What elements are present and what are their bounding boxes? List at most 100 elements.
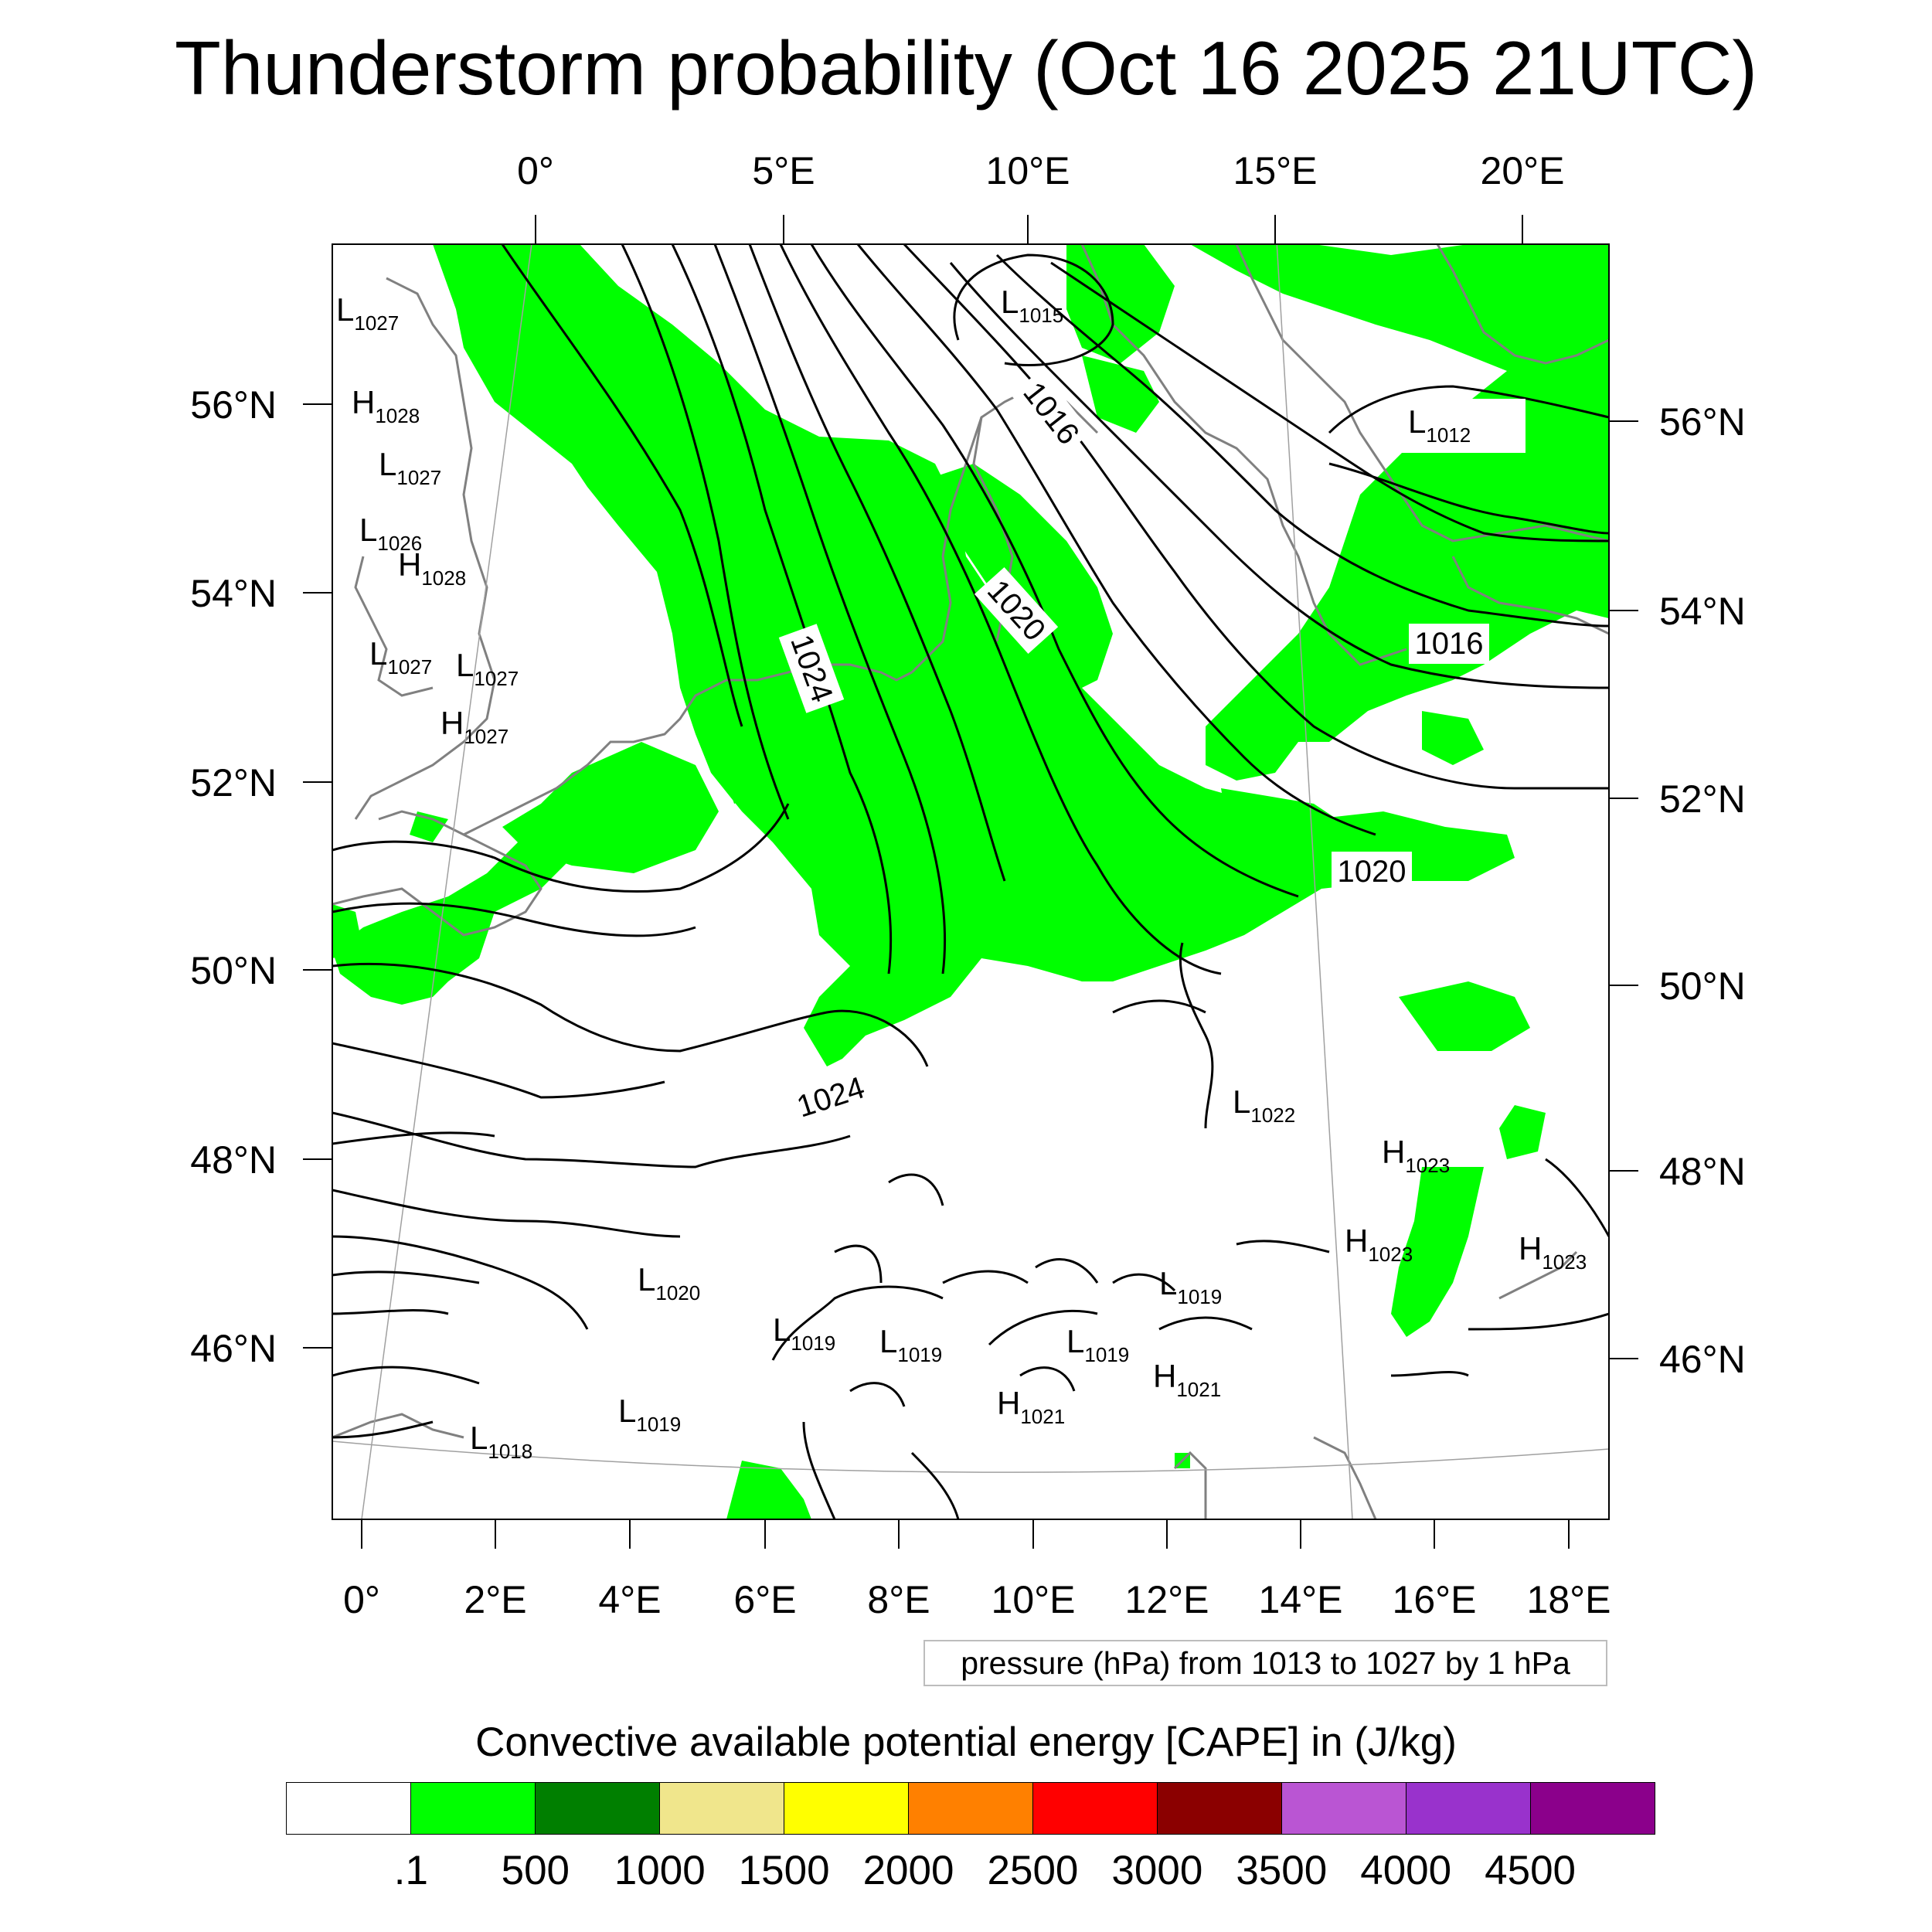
center-value: 1019 bbox=[1177, 1285, 1222, 1308]
graticule-line bbox=[332, 1440, 1609, 1473]
coastlines bbox=[332, 244, 1609, 1519]
low-pressure-center: L1018 bbox=[470, 1420, 532, 1463]
center-letter: L bbox=[470, 1420, 488, 1456]
center-letter: L bbox=[1233, 1083, 1250, 1120]
cape-area bbox=[1391, 1167, 1484, 1337]
isobar-line bbox=[988, 1309, 1098, 1346]
center-value: 1019 bbox=[897, 1343, 942, 1366]
isobar-line bbox=[332, 803, 790, 893]
center-value: 1019 bbox=[636, 1413, 681, 1436]
center-letter: L bbox=[359, 512, 377, 548]
cape-area bbox=[1499, 1105, 1546, 1159]
colorbar-label: 2500 bbox=[987, 1848, 1079, 1893]
isobar-label-bg bbox=[786, 1066, 876, 1129]
low-pressure-center: L1022 bbox=[1233, 1083, 1295, 1127]
isobar-line bbox=[888, 1173, 944, 1206]
center-value: 1027 bbox=[396, 466, 441, 489]
colorbar-cell bbox=[1033, 1783, 1158, 1834]
high-pressure-center: H1023 bbox=[1382, 1134, 1450, 1177]
center-letter: H bbox=[440, 705, 464, 741]
low-pressure-center: L1019 bbox=[1159, 1265, 1222, 1308]
colorbar-label: 4500 bbox=[1485, 1848, 1577, 1893]
coastline-segment bbox=[354, 556, 434, 697]
isobar-line bbox=[910, 1451, 960, 1519]
cape-area bbox=[1066, 244, 1175, 363]
left-lat-label: 56°N bbox=[190, 383, 277, 427]
coastline-segment bbox=[1173, 1451, 1207, 1519]
isobar-line bbox=[1035, 1258, 1099, 1284]
top-lon-label: 10°E bbox=[986, 149, 1070, 192]
top-lon-label: 20°E bbox=[1481, 149, 1565, 192]
axis-tick-labels: 0° 5°E 10°E 15°E 20°E 0° 2°E 4°E 6°E 8°E 10°E 12°E 1… bbox=[190, 149, 1745, 1621]
axis-ticks bbox=[303, 215, 1638, 1549]
plot-frame bbox=[332, 243, 1610, 1520]
isobar-line bbox=[332, 1420, 434, 1439]
high-pressure-center: H1027 bbox=[440, 705, 509, 748]
isobar-line bbox=[332, 1366, 480, 1385]
colorbar bbox=[286, 1782, 1655, 1835]
top-lon-label: 0° bbox=[517, 149, 554, 192]
high-pressure-center: H1021 bbox=[1153, 1358, 1221, 1401]
isobar-line bbox=[1468, 1312, 1609, 1331]
isobar-line bbox=[779, 244, 1222, 975]
cape-area bbox=[1082, 355, 1159, 433]
coastline-segment bbox=[1498, 1250, 1578, 1300]
cape-area bbox=[433, 244, 1515, 1066]
colorbar-label: .1 bbox=[393, 1848, 429, 1893]
isobar-line bbox=[1390, 1371, 1469, 1377]
center-value: 1019 bbox=[791, 1332, 835, 1355]
low-pressure-center: L1019 bbox=[1066, 1323, 1129, 1366]
low-pressure-center: L1019 bbox=[773, 1311, 835, 1355]
center-letter: L bbox=[1159, 1265, 1177, 1301]
colorbar-label: 1000 bbox=[614, 1848, 706, 1893]
isobar-line bbox=[1236, 1240, 1330, 1253]
left-lat-label: 46°N bbox=[190, 1327, 277, 1370]
isobar-line bbox=[856, 244, 1376, 836]
center-letter: H bbox=[997, 1385, 1020, 1421]
graticule-line bbox=[361, 244, 532, 1519]
isobar-line bbox=[1019, 1366, 1076, 1392]
center-value: 1027 bbox=[464, 725, 509, 748]
right-lat-label: 54°N bbox=[1659, 590, 1746, 633]
center-value: 1028 bbox=[421, 566, 466, 590]
low-pressure-center: L1027 bbox=[336, 291, 399, 335]
right-lat-label: 56°N bbox=[1659, 400, 1746, 444]
isobar-line bbox=[1328, 462, 1609, 535]
coastline-segment bbox=[354, 277, 496, 820]
coastline-segment bbox=[1451, 556, 1609, 635]
bottom-lon-label: 10°E bbox=[992, 1578, 1076, 1621]
isobar-label-text: 1016 bbox=[1415, 627, 1484, 661]
low-pressure-center: L1027 bbox=[379, 446, 441, 489]
graticule-line bbox=[1276, 244, 1353, 1519]
isobar-label: 1020 bbox=[1332, 852, 1412, 892]
center-letter: L bbox=[618, 1393, 636, 1429]
center-value: 1027 bbox=[387, 655, 432, 679]
coastline-segment bbox=[332, 810, 543, 937]
cape-area bbox=[332, 842, 572, 1005]
low-pressure-center: L1026 bbox=[359, 512, 422, 555]
center-value: 1023 bbox=[1405, 1154, 1450, 1177]
low-pressure-center: L1027 bbox=[456, 647, 519, 690]
center-label-bg bbox=[1402, 399, 1526, 453]
high-pressure-center: H1021 bbox=[997, 1385, 1065, 1428]
center-letter: H bbox=[1345, 1223, 1368, 1259]
center-value: 1012 bbox=[1426, 423, 1471, 447]
colorbar-labels: .1 500 1000 1500 2000 2500 3000 3500 4000 4500 bbox=[0, 1847, 1932, 1909]
isobar-label-bg bbox=[974, 566, 1059, 655]
center-value: 1028 bbox=[375, 404, 420, 427]
isobars bbox=[332, 244, 1609, 1519]
isobar-line bbox=[332, 902, 696, 937]
colorbar-label: 3500 bbox=[1236, 1848, 1328, 1893]
isobar-line bbox=[834, 1244, 883, 1284]
right-lat-label: 50°N bbox=[1659, 964, 1746, 1008]
center-letter: L bbox=[879, 1323, 897, 1359]
right-lat-label: 52°N bbox=[1659, 777, 1746, 821]
isobar-label-text: 1020 bbox=[1338, 855, 1406, 889]
isobar-line bbox=[1158, 1316, 1253, 1331]
isobar-line bbox=[621, 244, 790, 820]
center-letter: H bbox=[352, 384, 375, 420]
isobar-line bbox=[903, 244, 1609, 790]
right-lat-label: 46°N bbox=[1659, 1338, 1746, 1381]
center-value: 1023 bbox=[1542, 1250, 1587, 1274]
